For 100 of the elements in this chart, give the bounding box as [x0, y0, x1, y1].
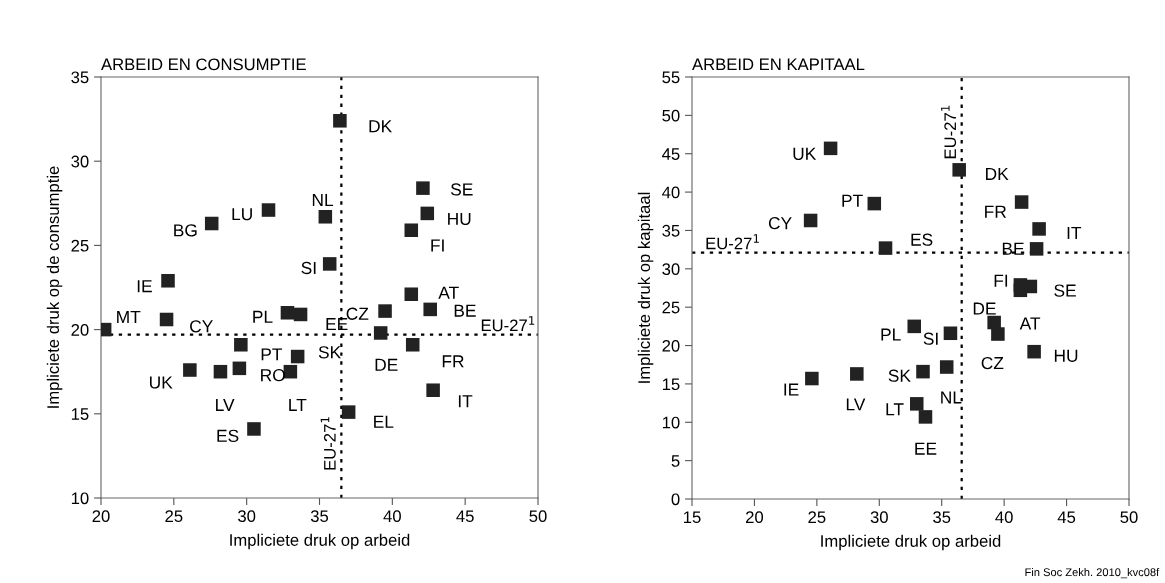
annotation: SE — [1054, 284, 1076, 297]
x-tick-label: 50 — [1120, 511, 1138, 524]
point — [404, 287, 419, 301]
point — [878, 241, 893, 255]
y-axis-title: Impliciete druk op de consumptie — [46, 166, 63, 408]
point — [183, 363, 197, 377]
annotation: ES — [217, 429, 239, 442]
point — [420, 206, 435, 221]
point — [1029, 242, 1044, 256]
annotation: LT — [886, 403, 904, 416]
annotation: IT — [458, 395, 473, 408]
point — [1032, 222, 1046, 236]
point — [850, 367, 864, 381]
x-tick-label: 30 — [238, 510, 256, 523]
annotation: LV — [846, 398, 866, 411]
y-tick-label: 55 — [662, 71, 680, 84]
annotation: LT — [289, 398, 307, 411]
point — [823, 141, 838, 156]
x-tick-label: 25 — [808, 511, 826, 524]
y-axis-title: Impliciete druk op kapitaal — [637, 192, 654, 383]
x-tick-label: 40 — [995, 511, 1013, 524]
x-tick-label: 15 — [684, 511, 701, 524]
annotation: FI — [994, 274, 1008, 287]
annotation: BG — [174, 224, 197, 237]
annotation: LV — [216, 398, 235, 411]
annotation: SI — [301, 261, 316, 275]
annotation: DK — [986, 167, 1009, 180]
y-tick-label: 15 — [662, 378, 680, 391]
x-tick-label: 20 — [746, 511, 764, 524]
annotation: ES — [911, 233, 933, 246]
y-tick-label: 10 — [662, 416, 680, 429]
point — [280, 305, 295, 320]
annotation: EE — [915, 442, 937, 455]
point — [234, 337, 248, 352]
annotation: EE — [326, 318, 348, 331]
y-tick-label: 45 — [662, 148, 680, 160]
point — [378, 304, 392, 318]
annotation: PL — [253, 310, 273, 323]
point — [1027, 344, 1041, 359]
x-tick-label: 35 — [310, 510, 329, 523]
point — [952, 163, 966, 177]
y-tick-label: 0 — [671, 493, 680, 506]
point — [943, 326, 958, 341]
point — [322, 257, 337, 271]
annotation: DE — [973, 302, 996, 315]
point — [161, 274, 175, 288]
annotation: PL — [881, 328, 901, 341]
annotation: SI — [923, 332, 938, 345]
point — [247, 422, 261, 436]
point — [991, 327, 1005, 341]
point — [416, 181, 430, 195]
x-tick-label: 40 — [383, 510, 401, 523]
point — [867, 196, 882, 211]
annotation: IE — [137, 280, 152, 293]
y-tick-label: 35 — [71, 71, 89, 84]
ref-line-label: EU-27$^{1}$ — [941, 105, 957, 159]
y-tick-label: 15 — [71, 408, 89, 420]
point — [261, 203, 276, 217]
text: Fin Soc Zekh. 2010_kvc08f — [1025, 567, 1160, 579]
point — [1014, 195, 1029, 209]
annotation: UK — [793, 147, 817, 160]
point — [159, 312, 174, 327]
point — [405, 337, 420, 352]
annotation: EL — [374, 415, 394, 428]
annotation: CZ — [346, 307, 369, 320]
point — [232, 361, 247, 376]
annotation: HU — [448, 212, 471, 225]
point — [909, 397, 924, 411]
y-tick-label: 20 — [662, 339, 680, 352]
annotation: HU — [1054, 349, 1078, 362]
annotation: SK — [318, 346, 341, 359]
annotation: UK — [149, 376, 173, 389]
point — [213, 364, 228, 379]
annotation: AT — [438, 286, 459, 299]
annotation: IT — [1067, 227, 1082, 239]
annotation: PT — [842, 194, 863, 207]
x-tick-label: 35 — [933, 511, 951, 524]
y-tick-label: 25 — [662, 301, 680, 314]
y-tick-label: 5 — [671, 455, 680, 467]
y-tick-label: 50 — [662, 109, 680, 122]
point — [803, 213, 818, 228]
point — [333, 114, 347, 128]
annotation: FI — [431, 239, 444, 252]
point — [341, 405, 356, 419]
x-tick-label: 45 — [1057, 511, 1076, 524]
annotation: BE — [1002, 242, 1024, 255]
y-tick-label: 30 — [662, 263, 680, 276]
annotation: CY — [190, 320, 213, 333]
x-tick-label: 45 — [456, 510, 474, 523]
point — [939, 360, 954, 374]
annotation: DK — [369, 120, 392, 133]
x-tick-label: 25 — [165, 510, 183, 523]
y-tick-label: 20 — [71, 324, 89, 336]
point — [290, 349, 305, 364]
annotation: SK — [888, 369, 911, 382]
ref-line-label: EU-27$^{1}$ — [320, 417, 336, 470]
ref-line-label: EU-27$^{1}$ — [706, 234, 759, 250]
point — [907, 319, 922, 334]
annotation: DE — [375, 358, 398, 371]
y-tick-label: 30 — [71, 155, 89, 168]
